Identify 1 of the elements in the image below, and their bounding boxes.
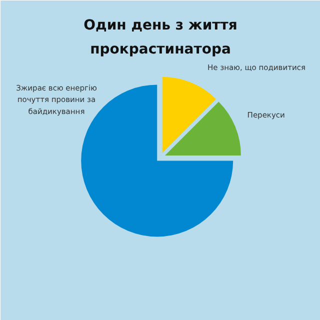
chart-title: Один день з життя прокрастинатора	[84, 17, 238, 58]
